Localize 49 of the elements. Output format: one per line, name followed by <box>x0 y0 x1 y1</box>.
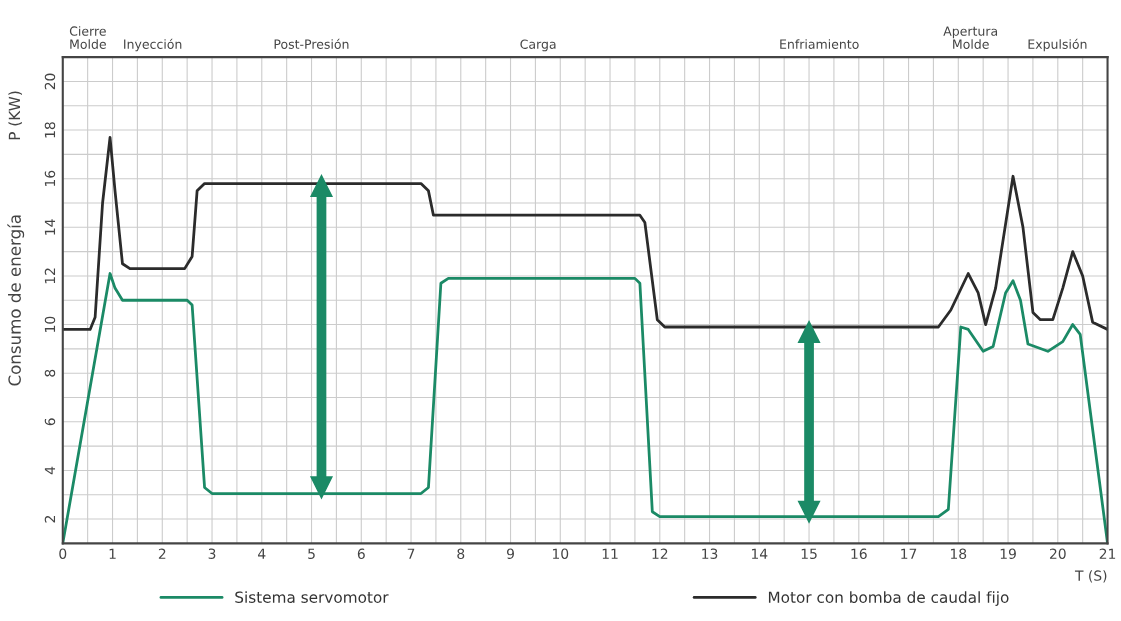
text: Cierre Molde <box>69 26 106 49</box>
x-tick-label: 20 <box>1049 548 1066 559</box>
x-tick-label: 5 <box>308 548 315 559</box>
text: Post-Presión <box>274 38 349 49</box>
y-tick-label: 16 <box>44 170 56 186</box>
text: Apertura Molde <box>943 26 998 49</box>
x-tick-label: 13 <box>702 548 718 559</box>
x-axis-title: T (S) <box>1074 570 1107 583</box>
text: Carga <box>520 39 556 52</box>
x-tick-label: 10 <box>552 548 569 559</box>
legend-label: Sistema servomotor <box>235 591 389 603</box>
x-tick-label: 7 <box>407 548 415 559</box>
text: Enfriamiento <box>780 39 859 49</box>
x-tick-label: 11 <box>602 548 618 559</box>
text: P (KW) <box>8 91 22 140</box>
x-tick-label: 21 <box>1099 548 1116 559</box>
y-tick-label: 12 <box>44 268 56 284</box>
point <box>310 174 333 198</box>
x-tick-label: 0 <box>59 548 67 559</box>
text: Expulsión <box>1028 38 1087 52</box>
x-tick-label: 15 <box>801 548 817 559</box>
line-series <box>62 135 1108 331</box>
x-tick-label: 1 <box>109 548 116 559</box>
point <box>797 500 821 523</box>
text: Inyección <box>124 38 182 52</box>
x-tick-label: 12 <box>652 548 668 559</box>
y-tick-label: 18 <box>44 122 56 138</box>
x-tick-label: 17 <box>901 548 917 559</box>
x-tick-label: 2 <box>158 548 166 559</box>
y-tick-label: 8 <box>44 369 56 377</box>
point <box>310 476 333 499</box>
y-axis-title: Consumo de energía <box>7 215 25 386</box>
y-tick-label: 4 <box>44 466 56 475</box>
y-tick-label: 6 <box>44 418 56 426</box>
legend-label: Motor con bomba de caudal fijo <box>768 591 1009 606</box>
x-tick-label: 3 <box>208 548 216 559</box>
y-tick-label: 20 <box>44 73 56 90</box>
x-tick-label: 19 <box>1000 548 1016 559</box>
y-tick-label: 10 <box>44 316 56 332</box>
point <box>797 320 821 343</box>
y-tick-label: 2 <box>44 516 56 523</box>
x-tick-label: 4 <box>258 548 266 559</box>
x-tick-label: 9 <box>506 548 514 559</box>
x-tick-label: 18 <box>950 548 967 559</box>
x-tick-label: 8 <box>457 548 465 559</box>
x-tick-label: 14 <box>751 548 768 559</box>
x-tick-label: 6 <box>357 548 365 559</box>
x-tick-label: 16 <box>851 548 867 559</box>
y-tick-label: 14 <box>44 219 56 235</box>
